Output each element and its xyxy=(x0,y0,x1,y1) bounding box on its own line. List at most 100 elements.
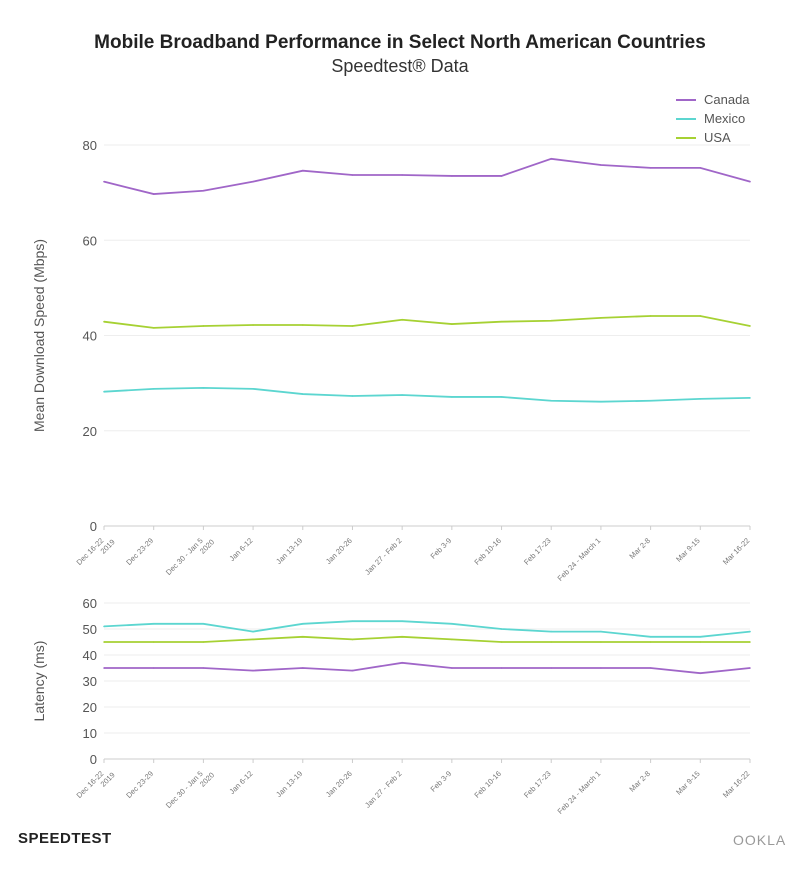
data-point-usa xyxy=(699,641,702,643)
x-tick-label: Mar 2-8 xyxy=(627,769,652,794)
data-point-usa xyxy=(451,323,453,325)
data-point-mexico xyxy=(103,390,105,393)
x-tick-label: Jan 27 - Feb 2 xyxy=(363,769,404,810)
data-point-canada xyxy=(301,169,304,172)
data-point-canada xyxy=(351,669,354,672)
x-tick-label: Feb 10-16 xyxy=(472,769,503,800)
x-tick-label: Mar 9-15 xyxy=(674,536,702,564)
data-point-canada xyxy=(202,189,205,192)
x-tick-label: Jan 13-19 xyxy=(274,769,304,799)
y-tick-label: 40 xyxy=(83,648,97,663)
data-point-usa xyxy=(351,638,354,641)
data-point-canada xyxy=(649,167,652,169)
data-point-canada xyxy=(202,667,205,669)
series-line-mexico xyxy=(103,620,751,638)
data-point-canada xyxy=(600,164,602,166)
data-point-canada xyxy=(550,158,553,160)
data-point-canada xyxy=(699,167,702,169)
data-point-usa xyxy=(103,641,105,643)
chart-subtitle: Speedtest® Data xyxy=(331,56,469,76)
speedtest-logo: SPEEDTEST xyxy=(18,830,112,847)
data-point-usa xyxy=(600,641,602,643)
x-tick-label: Mar 16-22 xyxy=(721,536,752,567)
y-tick-label: 0 xyxy=(90,519,97,534)
y-tick-label: 40 xyxy=(83,329,97,344)
x-tick-label: Mar 2-8 xyxy=(627,536,652,561)
y-axis-label: Mean Download Speed (Mbps) xyxy=(31,239,47,432)
data-point-usa xyxy=(103,320,105,323)
y-tick-label: 20 xyxy=(83,424,97,439)
data-point-usa xyxy=(301,324,304,326)
data-point-canada xyxy=(252,669,254,672)
x-tick-label: Mar 9-15 xyxy=(674,769,702,797)
x-tick-label: Feb 3-9 xyxy=(429,536,454,561)
series-line-usa xyxy=(104,635,750,643)
data-point-usa xyxy=(202,641,205,643)
data-point-usa xyxy=(252,324,254,326)
data-point-canada xyxy=(500,175,503,177)
data-point-mexico xyxy=(202,623,205,625)
x-tick-label: Jan 6-12 xyxy=(227,769,254,796)
data-point-canada xyxy=(152,667,155,669)
y-axis-label: Latency (ms) xyxy=(31,641,47,722)
data-point-usa xyxy=(749,641,751,643)
data-point-usa xyxy=(500,320,503,323)
x-tick-label: Dec 23-29 xyxy=(124,769,155,800)
data-point-mexico xyxy=(699,398,702,400)
data-point-canada xyxy=(401,174,403,176)
data-point-usa xyxy=(550,641,553,643)
x-tick-label: Dec 23-29 xyxy=(124,536,155,567)
data-point-mexico xyxy=(103,625,105,628)
y-tick-label: 30 xyxy=(83,674,97,689)
y-tick-label: 10 xyxy=(83,726,97,741)
data-point-mexico xyxy=(749,630,751,633)
data-point-usa xyxy=(401,636,403,638)
legend-label-canada: Canada xyxy=(704,92,750,107)
y-tick-label: 60 xyxy=(83,596,97,611)
x-tick-label: Jan 20-26 xyxy=(324,536,354,566)
series-line-canada xyxy=(103,157,751,195)
x-tick-label: Feb 3-9 xyxy=(429,769,454,794)
data-point-mexico xyxy=(152,388,155,390)
y-tick-label: 50 xyxy=(83,622,97,637)
x-tick-label: Jan 13-19 xyxy=(274,536,304,566)
data-point-mexico xyxy=(301,393,304,395)
data-point-canada xyxy=(600,667,602,669)
data-point-mexico xyxy=(500,628,503,630)
x-tick-label: Feb 17-23 xyxy=(522,536,553,567)
ookla-logo: OOKLA xyxy=(733,832,787,848)
data-point-mexico xyxy=(252,388,254,390)
data-point-canada xyxy=(451,667,453,669)
data-point-canada xyxy=(103,180,105,183)
data-point-canada xyxy=(401,662,403,664)
data-point-mexico xyxy=(649,636,652,638)
data-point-usa xyxy=(451,638,453,641)
x-tick-label: Mar 16-22 xyxy=(721,769,752,800)
x-tick-label: Dec 16-222019 xyxy=(75,764,117,806)
data-point-mexico xyxy=(451,623,453,625)
data-point-usa xyxy=(301,636,304,638)
data-point-mexico xyxy=(550,399,553,402)
data-point-usa xyxy=(252,638,254,641)
data-point-canada xyxy=(649,667,652,669)
data-point-mexico xyxy=(301,623,304,625)
data-point-canada xyxy=(550,667,553,669)
data-point-mexico xyxy=(152,623,155,625)
x-tick-label: Feb 24 - March 1 xyxy=(556,769,603,816)
data-point-mexico xyxy=(202,387,205,389)
x-tick-label: Feb 24 - March 1 xyxy=(556,536,603,583)
data-point-canada xyxy=(252,180,254,183)
data-point-usa xyxy=(749,325,751,327)
series-line-mexico xyxy=(103,386,751,403)
data-point-canada xyxy=(351,174,354,176)
data-point-usa xyxy=(401,318,403,321)
data-point-canada xyxy=(699,672,702,674)
data-point-canada xyxy=(749,180,751,183)
series-line-usa xyxy=(103,315,751,329)
y-tick-label: 60 xyxy=(83,233,97,248)
data-point-mexico xyxy=(401,620,403,622)
chart-title: Mobile Broadband Performance in Select N… xyxy=(94,32,706,53)
x-tick-label: Dec 30 - Jan 52020 xyxy=(164,531,216,583)
